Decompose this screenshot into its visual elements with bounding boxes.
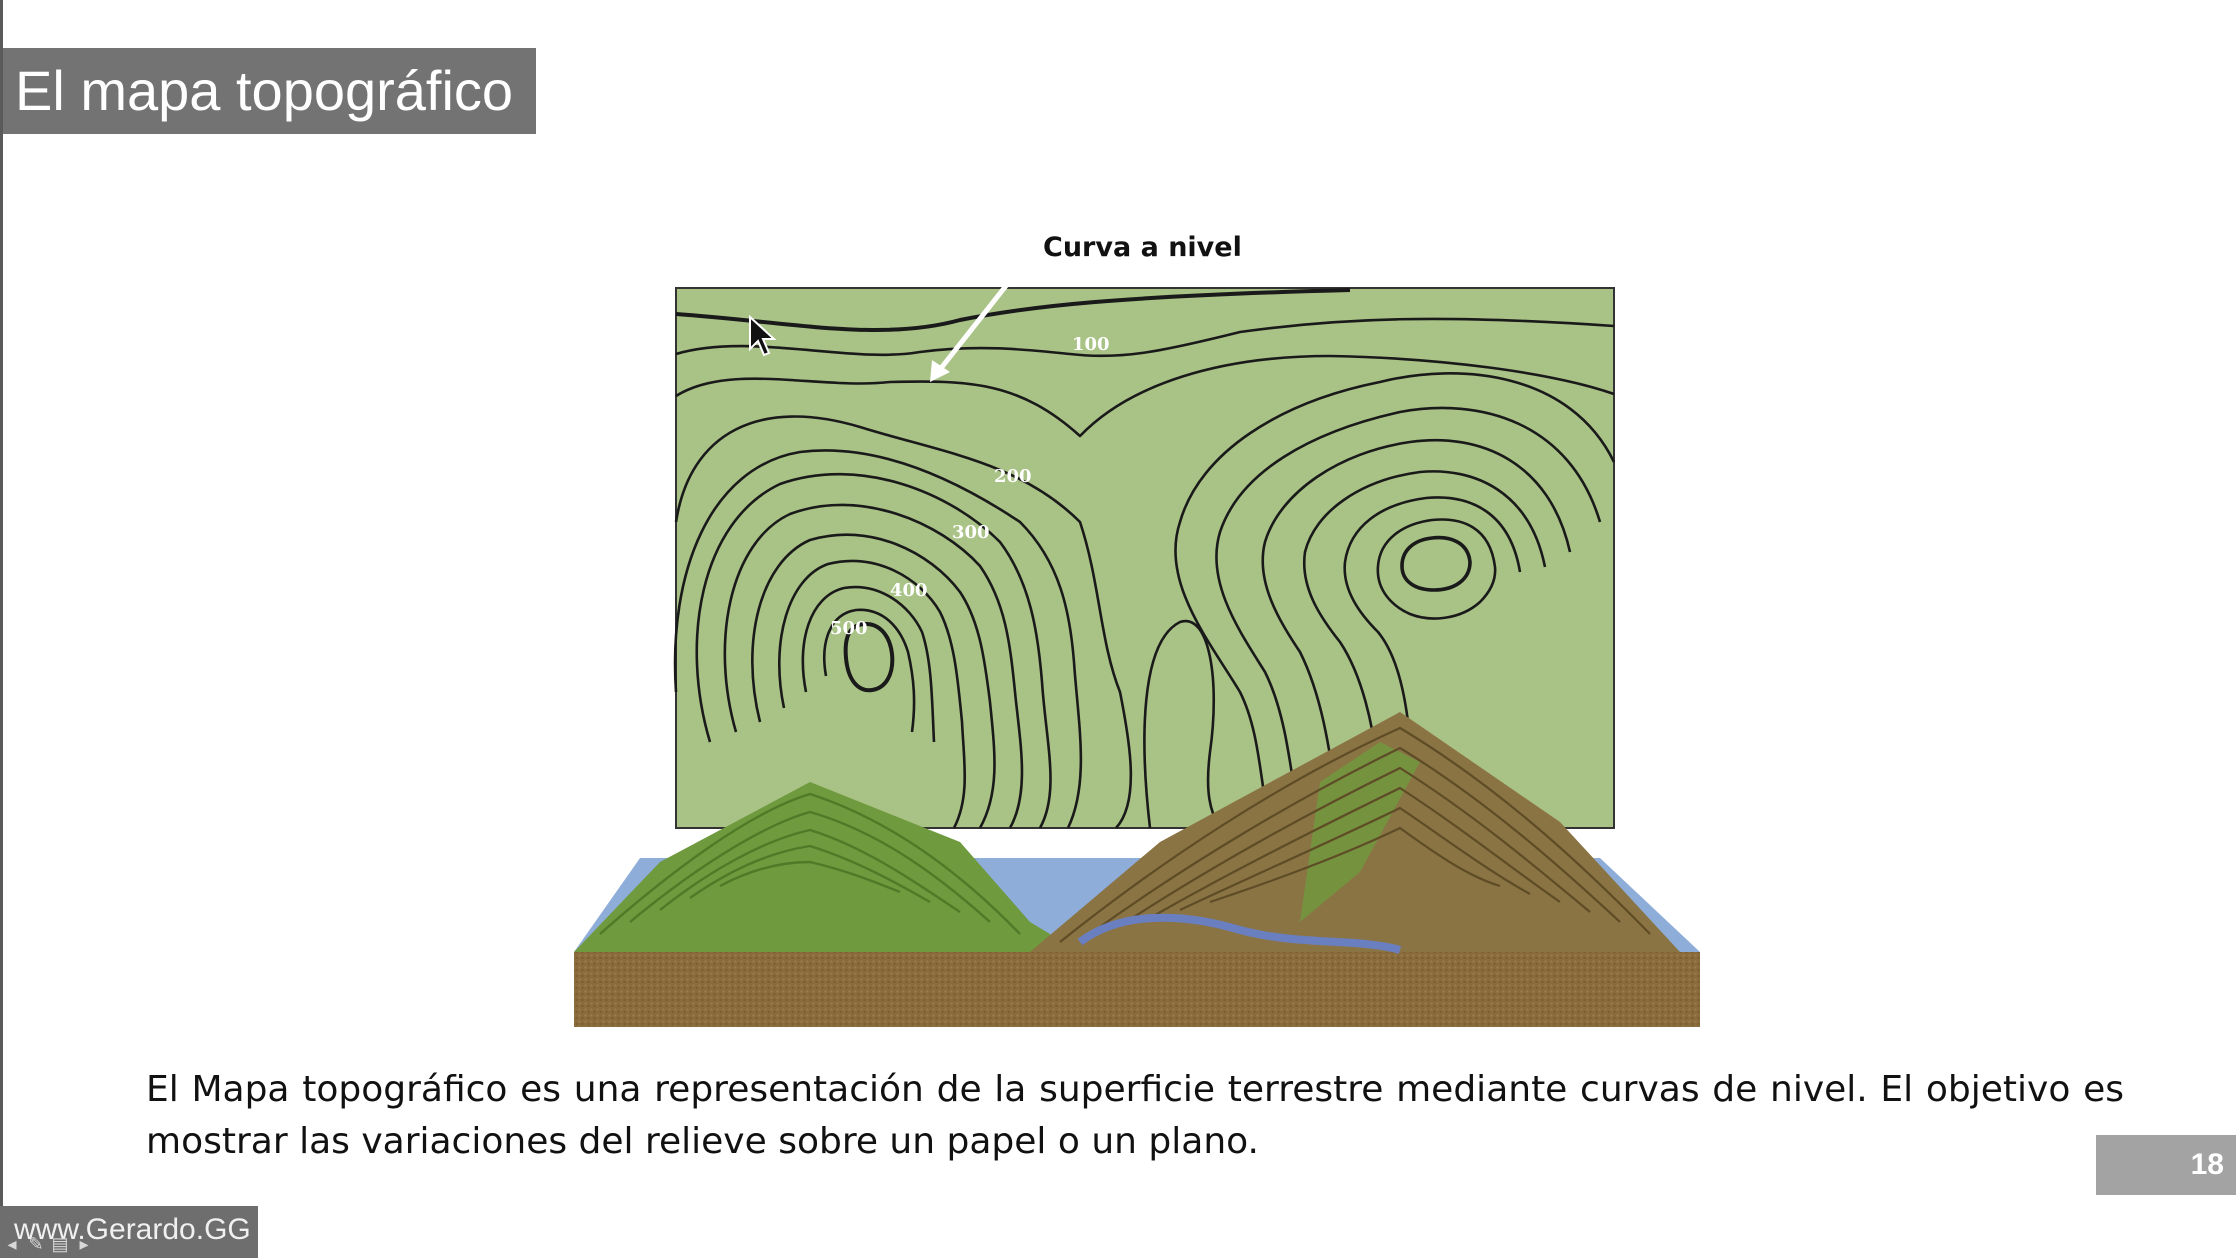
slide-title: El mapa topográfico	[3, 48, 536, 134]
watermark: www.Gerardo.GG	[0, 1206, 258, 1258]
next-slide-icon[interactable]: ▸	[79, 1234, 89, 1254]
topographic-illustration: 100 200 300 400 500	[560, 222, 1710, 1032]
left-border	[0, 0, 3, 1258]
contour-label-400: 400	[890, 580, 928, 601]
contour-label-100: 100	[1072, 334, 1110, 355]
callout-label: Curva a nivel	[1043, 232, 1242, 263]
callout-arrow	[936, 266, 1022, 374]
contour-label-200: 200	[994, 466, 1032, 487]
contour-map-panel: 100 200 300 400 500	[673, 266, 1616, 829]
prev-slide-icon[interactable]: ◂	[7, 1234, 17, 1254]
slideshow-controls: ◂ ✎ ▤ ▸	[2, 1233, 94, 1257]
page-number-badge: 18	[2096, 1135, 2236, 1195]
menu-icon[interactable]: ▤	[51, 1234, 69, 1254]
mouse-cursor-icon	[749, 315, 777, 357]
contour-label-500: 500	[830, 618, 868, 639]
terrain-block	[574, 712, 1700, 1027]
pen-icon[interactable]: ✎	[28, 1234, 44, 1254]
slide-description: El Mapa topográfico es una representació…	[146, 1069, 2124, 1162]
contour-label-300: 300	[952, 522, 990, 543]
